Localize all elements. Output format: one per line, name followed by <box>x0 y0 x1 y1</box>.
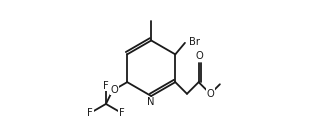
Text: F: F <box>87 108 93 118</box>
Text: O: O <box>196 51 204 61</box>
Text: F: F <box>119 108 125 118</box>
Text: N: N <box>147 97 155 107</box>
Text: O: O <box>110 85 118 95</box>
Text: Br: Br <box>189 37 200 47</box>
Text: F: F <box>103 81 109 91</box>
Text: O: O <box>206 89 214 99</box>
